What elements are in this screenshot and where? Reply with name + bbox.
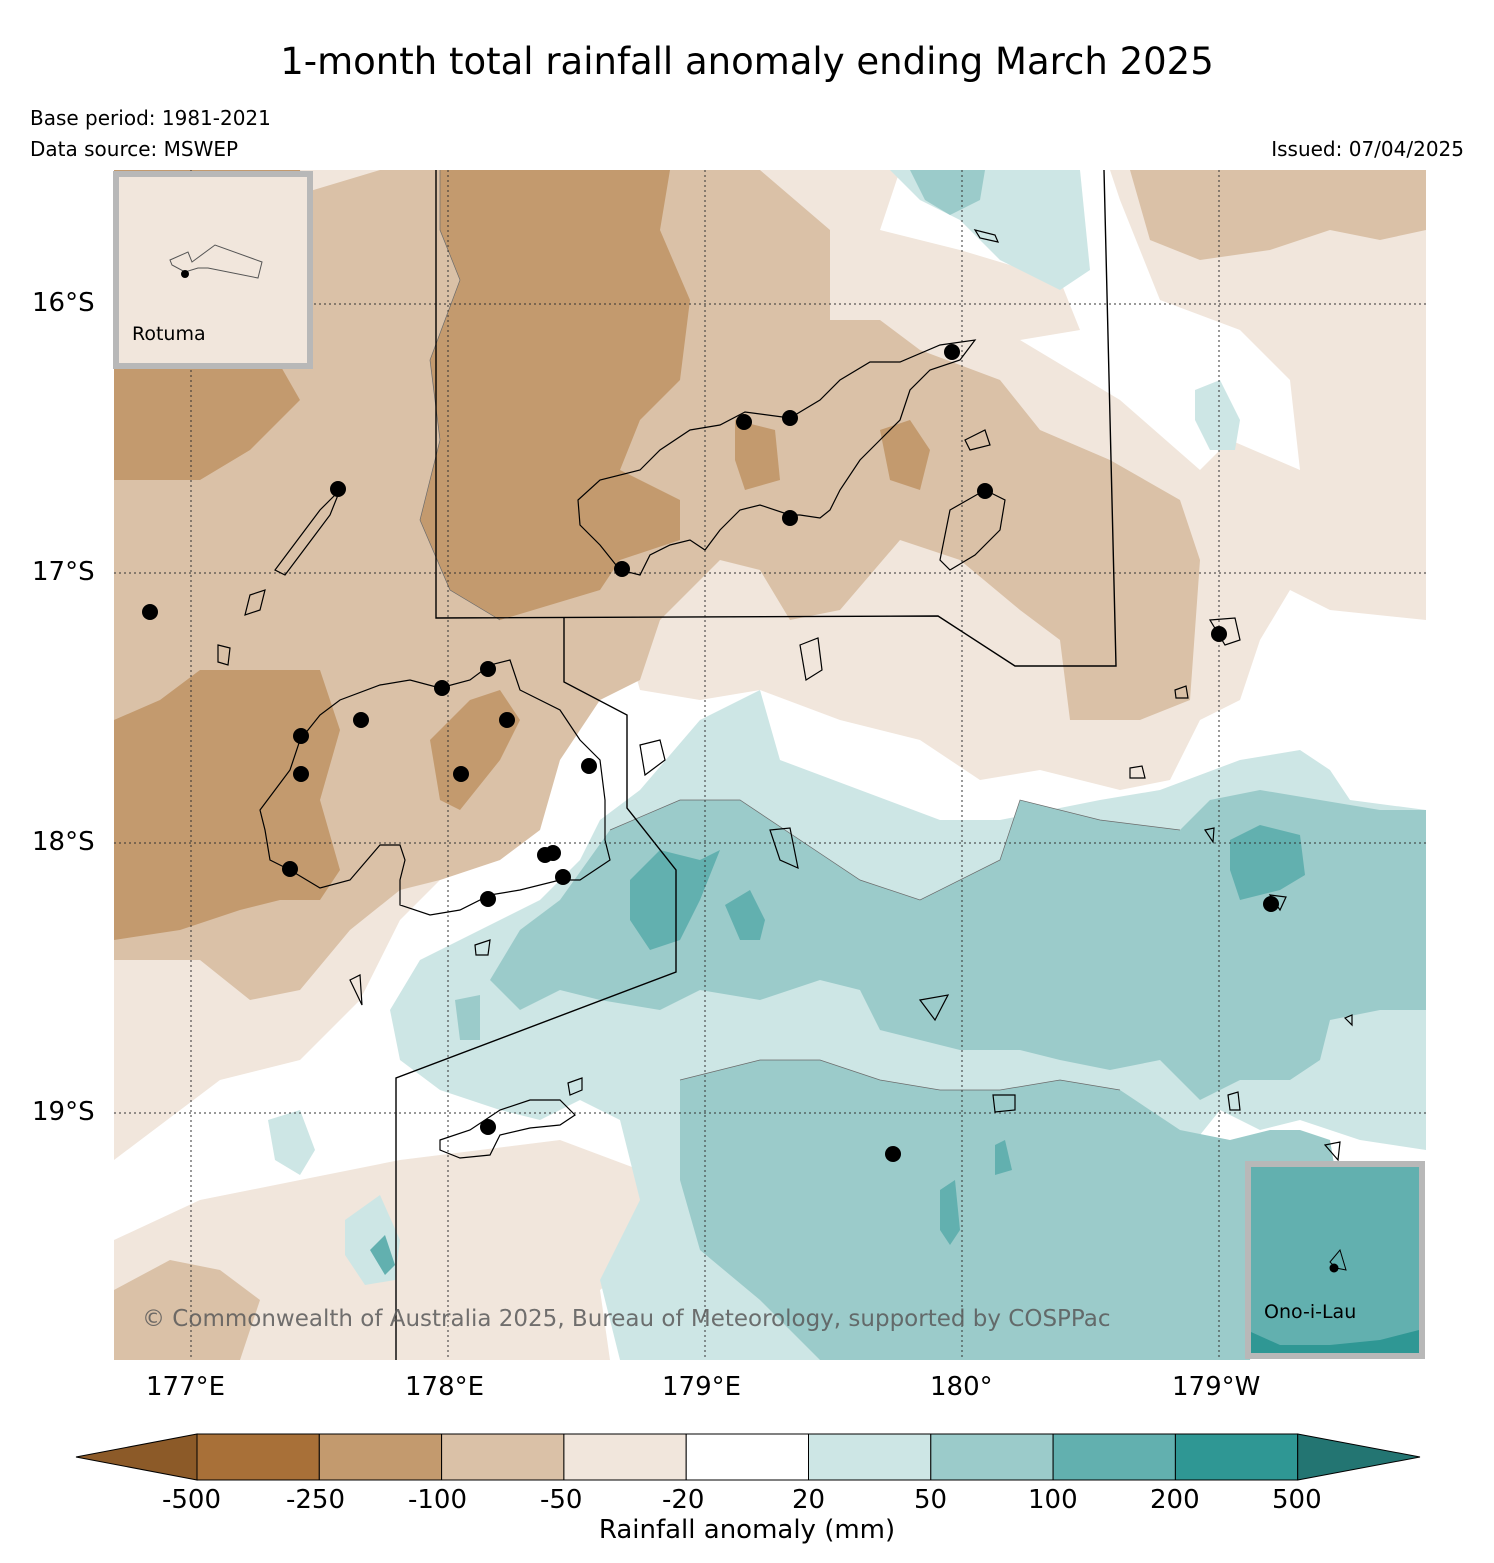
anomaly-region-medium-tan-east — [880, 420, 930, 490]
colorbar-tick: 100 — [1028, 1485, 1078, 1515]
colorbar-bin — [441, 1433, 565, 1481]
lon-label-179w: 179°W — [1172, 1372, 1261, 1402]
viti-levu-coast — [259, 659, 611, 916]
colorbar-tick: 20 — [792, 1485, 826, 1515]
kadavu-coast — [439, 1099, 576, 1159]
division-boundaries — [395, 169, 1117, 1360]
lon-label-179e: 179°E — [662, 1372, 742, 1402]
anomaly-region-medium-tan-north — [420, 170, 690, 620]
anomaly-region-tan-south — [114, 1260, 260, 1360]
anomaly-region-light-teal-small — [1195, 380, 1240, 450]
colorbar-tick: 200 — [1150, 1485, 1200, 1515]
colorbar-bin — [685, 1433, 810, 1481]
lon-label-178e: 178°E — [405, 1372, 485, 1402]
contour-lines — [419, 170, 1181, 1091]
yasawa-coast — [274, 489, 341, 576]
rotuma-label: Rotuma — [132, 323, 206, 345]
issued-date-label: Issued: 07/04/2025 — [1271, 137, 1464, 161]
data-source-label: Data source: MSWEP — [30, 137, 239, 161]
lon-label-180: 180° — [930, 1372, 993, 1402]
anomaly-region-deep-teal-2 — [725, 890, 765, 940]
colorbar-tick: -50 — [540, 1485, 583, 1515]
colorbar-bin — [318, 1433, 443, 1481]
colorbar-tick: -250 — [286, 1485, 346, 1515]
colorbar-bin — [563, 1433, 687, 1481]
anomaly-region-deep-teal-s — [940, 1180, 960, 1245]
colorbar-bin — [930, 1433, 1054, 1481]
colorbar-label: Rainfall anomaly (mm) — [598, 1515, 896, 1545]
colorbar-tick: -500 — [162, 1485, 222, 1515]
anomaly-region-medium-teal — [490, 790, 1426, 1100]
lat-label-16s: 16°S — [32, 288, 95, 318]
colorbar-tick: -100 — [408, 1485, 468, 1515]
lat-label-17s: 17°S — [32, 557, 95, 587]
colorbar-bin — [1174, 1433, 1299, 1481]
ono-i-lau-label: Ono-i-Lau — [1264, 1301, 1357, 1323]
colorbar-extend-high — [1297, 1433, 1421, 1481]
colorbar-tick: 50 — [914, 1485, 948, 1515]
anomaly-region-medium-tan-mid — [430, 690, 520, 810]
lat-label-18s: 18°S — [32, 827, 95, 857]
ono-i-lau-inset — [1245, 1161, 1425, 1359]
colorbar-bin — [808, 1433, 932, 1481]
anomaly-region-medium-teal-nw — [910, 170, 985, 215]
copyright-notice: © Commonwealth of Australia 2025, Bureau… — [142, 1306, 1111, 1332]
anomaly-region-deep-teal-ne — [1230, 825, 1305, 900]
colorbar-tick: 500 — [1272, 1485, 1322, 1515]
vanua-levu-coast — [577, 339, 977, 576]
anomaly-region-medium-tan-small — [735, 420, 780, 490]
anomaly-region-tan-ne — [1130, 170, 1426, 260]
station-markers — [142, 344, 1279, 1162]
rotuma-inset — [113, 171, 313, 369]
anomaly-region-light-teal-sw — [268, 1110, 315, 1175]
anomaly-region-tan — [114, 170, 1200, 1000]
anomaly-region-medium-teal-west — [455, 995, 480, 1040]
graticule — [114, 170, 1426, 1360]
base-period-label: Base period: 1981-2021 — [30, 106, 271, 130]
colorbar-bin — [196, 1433, 320, 1481]
anomaly-region-deep-teal — [630, 850, 720, 950]
lat-label-19s: 19°S — [32, 1097, 95, 1127]
lon-label-177e: 177°E — [146, 1372, 226, 1402]
anomaly-region-medium-teal-south — [680, 1060, 1340, 1360]
anomaly-region-deep-teal-s2 — [995, 1140, 1012, 1175]
colorbar — [75, 1433, 1421, 1481]
anomaly-region-deep-teal-sw — [370, 1235, 395, 1275]
page-title: 1-month total rainfall anomaly ending Ma… — [280, 40, 1214, 83]
anomaly-region-medium-tan-west — [114, 670, 340, 940]
colorbar-tick: -20 — [662, 1485, 705, 1515]
colorbar-bin — [1052, 1433, 1176, 1481]
colorbar-extend-low — [75, 1433, 198, 1481]
